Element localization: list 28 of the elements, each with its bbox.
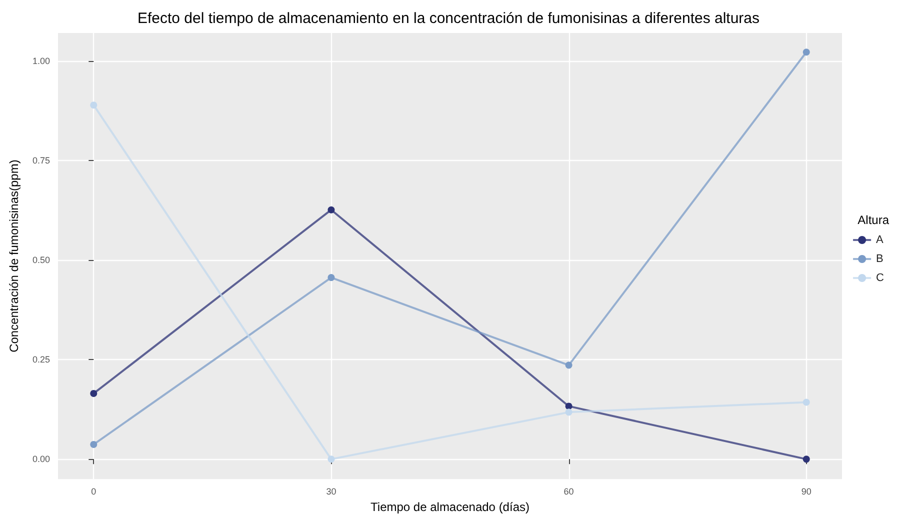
- y-tick-label: 0.00: [32, 454, 50, 464]
- legend-label: B: [876, 253, 884, 265]
- y-tick-label: 0.25: [32, 354, 50, 365]
- point: [802, 398, 810, 406]
- legend-label: A: [876, 234, 884, 246]
- point: [565, 402, 572, 410]
- x-tick-label: 60: [564, 486, 574, 497]
- point: [328, 274, 335, 282]
- x-tick-label: 30: [326, 486, 336, 497]
- point: [90, 440, 98, 448]
- y-tick-label: 0.75: [32, 155, 50, 166]
- x-tick-label: 90: [801, 486, 812, 497]
- legend-title: Altura: [858, 213, 890, 227]
- point: [565, 408, 572, 416]
- point: [90, 390, 98, 397]
- x-tick-label: 0: [91, 486, 96, 497]
- y-tick-label: 0.50: [32, 255, 50, 266]
- point: [802, 456, 810, 463]
- x-axis-title: Tiempo de almacenado (días): [370, 500, 530, 514]
- point: [565, 362, 572, 369]
- y-tick-label: 1.00: [32, 56, 50, 66]
- point: [328, 206, 335, 214]
- point: [802, 48, 810, 56]
- point: [90, 102, 98, 109]
- point: [328, 456, 335, 463]
- y-axis-title: Concentración de fumonisinas(ppm): [7, 160, 21, 352]
- legend-label: C: [876, 272, 884, 284]
- chart-title: Efecto del tiempo de almacenamiento en la concentración de fumonisinas a diferentes alturas: [137, 10, 760, 27]
